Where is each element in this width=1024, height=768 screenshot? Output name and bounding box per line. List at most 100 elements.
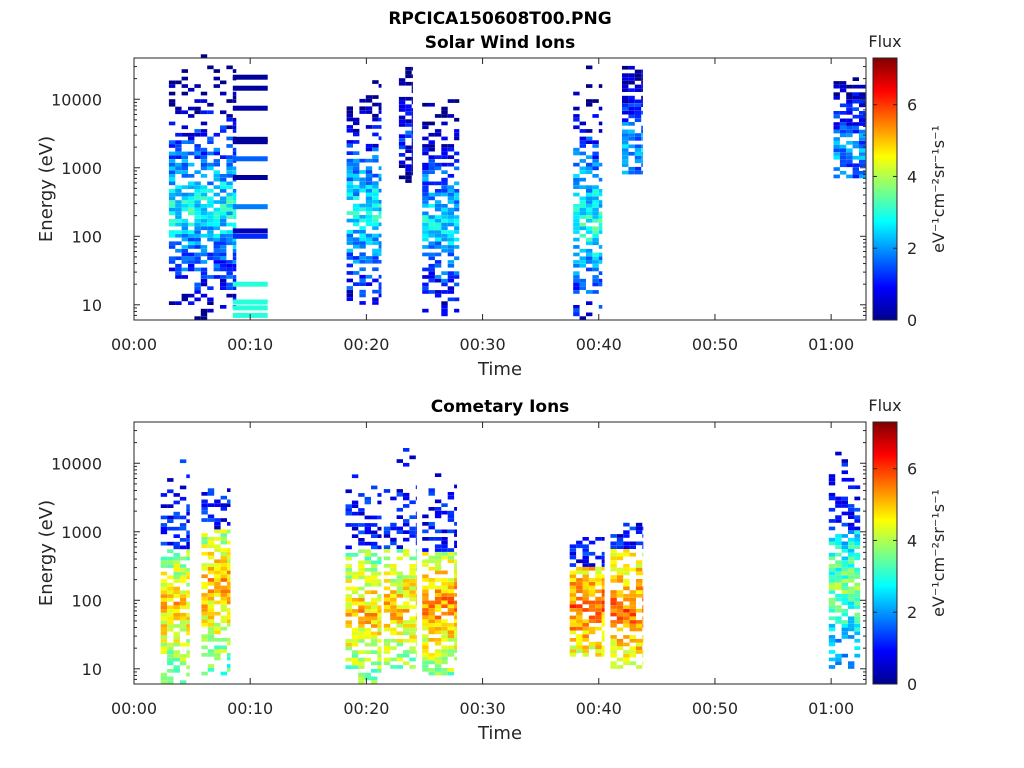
heatmap-cell	[226, 114, 233, 118]
heatmap-cell	[372, 248, 379, 253]
heatmap-cell	[232, 226, 237, 231]
heatmap-cell	[428, 522, 435, 526]
heatmap-cell	[365, 274, 373, 279]
heatmap-cell	[628, 137, 635, 141]
heatmap-cell	[365, 192, 373, 197]
heatmap-cell	[213, 252, 220, 257]
heatmap-cell	[835, 519, 842, 523]
heatmap-cell	[447, 286, 455, 290]
heatmap-cell	[428, 256, 435, 261]
heatmap-cell	[454, 604, 457, 608]
heatmap-cell	[214, 578, 221, 582]
heatmap-cell	[579, 204, 586, 208]
heatmap-cell	[573, 162, 580, 167]
heatmap-cell	[160, 627, 168, 632]
heatmap-cell	[353, 166, 360, 170]
heatmap-cell	[160, 515, 168, 520]
heatmap-cell	[359, 215, 366, 219]
heatmap-cell	[623, 653, 630, 658]
heatmap-cell	[588, 645, 596, 650]
heatmap-cell	[434, 600, 442, 605]
heatmap-cell	[173, 553, 180, 557]
heatmap-cell	[186, 474, 190, 479]
heatmap-cell	[835, 605, 842, 609]
heatmap-cell	[220, 615, 227, 620]
heatmap-cell	[595, 555, 602, 560]
heatmap-cell	[422, 623, 429, 627]
heatmap-cell	[377, 665, 382, 669]
heatmap-cell	[405, 179, 412, 183]
heatmap-cell	[447, 297, 455, 302]
heatmap-cell	[454, 611, 457, 616]
heatmap-cell	[227, 529, 231, 534]
heatmap-cell	[434, 275, 442, 279]
heatmap-cell	[846, 152, 853, 156]
heatmap-cell	[179, 571, 187, 576]
heatmap-cell	[168, 192, 176, 197]
heatmap-cell	[434, 207, 442, 212]
heatmap-cell	[634, 103, 642, 107]
heatmap-cell	[642, 653, 644, 658]
heatmap-cell	[345, 609, 352, 613]
heatmap-cell	[454, 608, 457, 612]
heatmap-cell	[365, 125, 373, 129]
heatmap-cell	[852, 99, 859, 104]
heatmap-cell	[358, 639, 365, 643]
heatmap-cell	[364, 672, 371, 677]
heatmap-cell	[220, 256, 227, 261]
heatmap-cell	[365, 147, 373, 152]
heatmap-cell	[573, 278, 580, 283]
heatmap-cell	[582, 619, 589, 623]
heatmap-cell	[623, 545, 630, 549]
heatmap-cell	[372, 278, 379, 283]
heatmap-cell	[220, 189, 227, 193]
heatmap-cell	[641, 144, 643, 149]
heatmap-cell	[168, 189, 176, 193]
heatmap-cell	[358, 657, 365, 662]
heatmap-cell	[846, 99, 853, 104]
heatmap-cell	[365, 203, 373, 208]
heatmap-cell	[854, 616, 861, 621]
heatmap-cell	[160, 609, 168, 613]
heatmap-cell	[365, 207, 373, 212]
heatmap-cell	[188, 185, 195, 189]
heatmap-cell	[641, 73, 643, 77]
heatmap-cell	[454, 256, 460, 261]
heatmap-cell	[168, 80, 176, 85]
heatmap-cell	[415, 567, 417, 572]
heatmap-cell	[616, 552, 624, 557]
heatmap-cell	[181, 200, 188, 204]
heatmap-cell	[167, 642, 174, 647]
heatmap-cell	[595, 641, 602, 646]
heatmap-cell	[167, 654, 174, 658]
heatmap-cell	[622, 65, 629, 70]
heatmap-cell	[168, 267, 176, 272]
heatmap-cell	[422, 102, 429, 107]
heatmap-cell	[227, 641, 231, 646]
heatmap-cell	[181, 110, 188, 115]
heatmap-cell	[214, 525, 221, 530]
heatmap-cell	[422, 177, 429, 182]
heatmap-cell	[623, 642, 630, 647]
heatmap-cell	[634, 69, 642, 74]
heatmap-cell	[586, 312, 593, 317]
heatmap-cell	[207, 110, 214, 115]
heatmap-cell	[428, 653, 435, 657]
heatmap-cell	[405, 156, 412, 161]
heatmap-cell	[181, 159, 188, 163]
heatmap-cell	[390, 646, 397, 650]
heatmap-cell	[200, 312, 208, 317]
heatmap-cell	[579, 256, 586, 261]
heatmap-cell	[220, 91, 227, 96]
heatmap-cell	[428, 226, 435, 231]
heatmap-cell	[586, 252, 593, 257]
heatmap-cell	[213, 222, 220, 227]
heatmap-cell	[358, 624, 365, 628]
heatmap-cell	[227, 623, 231, 627]
heatmap-cell	[390, 522, 397, 527]
heatmap-cell	[398, 119, 406, 123]
heatmap-cell	[635, 541, 643, 546]
heatmap-cell	[372, 185, 379, 189]
heatmap-cell	[167, 526, 174, 531]
heatmap-cell	[181, 260, 188, 264]
